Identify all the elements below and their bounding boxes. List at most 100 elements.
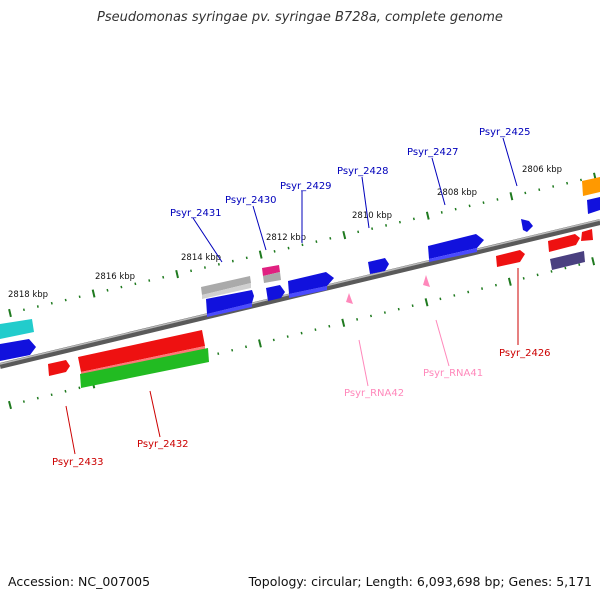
minor-tick [468,204,471,208]
minor-tick [536,273,539,277]
minor-tick [385,224,388,227]
major-tick [8,308,12,318]
kbp-label: 2810 kbp [352,211,392,221]
minor-tick [524,191,527,195]
gene-arrow-gray [201,276,251,295]
minor-tick [371,227,374,230]
major-tick [425,211,430,220]
minor-tick [217,352,220,355]
minor-tick [78,386,81,390]
minor-tick [190,269,193,273]
upper-features [0,177,600,361]
leader-lines [65,137,519,455]
minor-tick [36,396,39,400]
gene-label-psyr-2428: Psyr_2428 [337,166,389,177]
gene-label-psyr-2430: Psyr_2430 [225,195,277,206]
minor-tick [494,283,497,287]
minor-tick [106,288,109,292]
gene-arrow-orange [582,177,600,196]
major-tick [424,298,429,307]
gene-arrow-gray-shade [202,283,251,299]
minor-tick [329,237,332,240]
leader-line [361,176,370,229]
genome-summary-text: Topology: circular; Length: 6,093,698 bp… [248,574,592,589]
minor-tick [357,230,360,234]
gene-arrow-cyan [0,319,34,339]
gene-label-psyr-2432: Psyr_2432 [137,439,189,450]
leader-line [358,339,369,387]
kbp-label: 2814 kbp [181,253,221,263]
major-tick [175,269,179,279]
minor-tick [369,314,373,318]
gene-label-psyr-2429: Psyr_2429 [280,181,332,192]
gene-label-psyr-2433: Psyr_2433 [52,457,104,468]
minor-tick [411,304,414,308]
minor-tick [22,400,25,403]
minor-tick [315,240,318,243]
minor-tick [397,307,400,311]
minor-tick [134,282,137,286]
gene-arrow-blue [521,219,533,232]
minor-tick [467,290,470,294]
minor-tick [412,217,415,221]
kbp-label: 2816 kbp [95,272,135,282]
gene-arrow-blue [288,272,334,294]
rna-marker [423,275,430,287]
minor-tick [482,201,485,204]
leader-line [502,137,518,187]
minor-tick [22,308,25,312]
minor-tick [314,328,317,331]
leader-line [252,205,267,251]
leader-line [431,157,446,206]
minor-tick [398,220,401,224]
minor-tick [522,277,525,280]
minor-tick [50,393,53,397]
gene-arrow-blue [368,258,389,274]
accession-text: Accession: NC_007005 [8,574,151,589]
minor-tick [273,250,276,253]
gene-arrow-red [496,250,525,267]
minor-tick [566,181,569,185]
major-tick [507,277,512,286]
kbp-label: 2806 kbp [522,165,562,175]
inner-tick-track [8,257,596,410]
kbp-label: 2818 kbp [8,290,48,300]
leader-line [65,405,76,455]
gene-arrow-blue [0,339,36,361]
minor-tick [50,301,53,305]
gene-arrow-blue [206,290,254,314]
minor-tick [272,338,275,342]
minor-tick [203,266,206,269]
minor-tick [578,263,581,266]
minor-tick [162,275,165,279]
gene-arrow-blue [428,234,484,259]
kbp-label: 2808 kbp [437,188,477,198]
gene-arrow-red [581,229,593,241]
minor-tick [440,211,443,214]
minor-tick [300,331,303,335]
leader-line [149,390,161,438]
gene-label-psyr-2425: Psyr_2425 [479,127,531,138]
gene-arrow-blue-shade [429,248,477,262]
minor-tick [286,335,289,338]
minor-tick [287,246,290,250]
major-tick [91,289,96,298]
minor-tick [383,311,386,314]
gene-arrow-red [78,330,205,372]
gene-arrow-purple [550,251,585,270]
major-tick [509,192,514,201]
rna-label-psyr-rna41: Psyr_RNA41 [423,368,483,379]
minor-tick [78,295,81,299]
minor-tick [552,185,555,188]
minor-tick [148,279,151,282]
gene-arrow-blue [587,197,600,214]
genome-title: Pseudomonas syringae pv. syringae B728a,… [97,10,503,25]
minor-tick [454,207,457,211]
minor-tick [64,389,67,393]
gene-label-psyr-2427: Psyr_2427 [407,147,459,158]
rna-marker [346,293,353,304]
minor-tick [217,263,220,266]
minor-tick [244,345,248,349]
minor-tick [231,259,234,263]
gene-arrow-pink [262,265,280,276]
